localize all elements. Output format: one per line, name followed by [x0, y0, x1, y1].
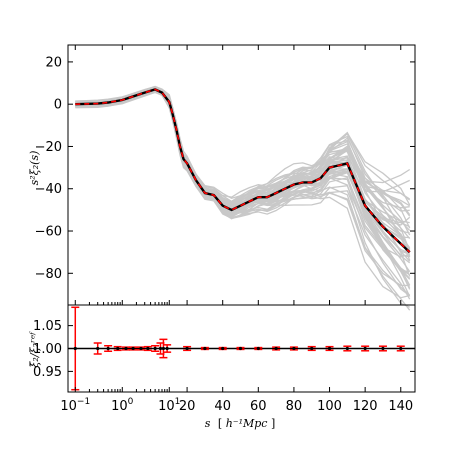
x-tick-label: 40	[214, 399, 231, 414]
x-tick-label: 80	[286, 399, 303, 414]
error-bar	[93, 342, 102, 355]
upper-y-tick-label: 0	[54, 98, 62, 113]
error-bar	[151, 345, 160, 352]
lower-y-tick-label: 0.95	[33, 365, 62, 380]
x-tick-label: 10−1	[60, 397, 90, 414]
error-bar	[254, 346, 263, 351]
error-bar	[218, 346, 227, 351]
mock-curve	[75, 85, 411, 199]
x-tick-label: 20	[179, 399, 196, 414]
error-bar	[163, 344, 172, 353]
mock-curves	[75, 85, 411, 311]
error-bar	[159, 338, 168, 359]
x-axis-label-close: ]	[271, 417, 275, 430]
lower-y-tick-label: 1.00	[33, 342, 62, 357]
x-tick-label: 140	[388, 399, 413, 414]
error-bar	[325, 345, 334, 352]
upper-panel	[75, 88, 411, 254]
lower-y-tick-label: 1.05	[33, 319, 62, 334]
x-tick-label: 101	[158, 397, 180, 414]
error-bar	[396, 345, 405, 352]
reference-line	[75, 88, 411, 253]
x-axis-label-var: s	[205, 417, 211, 430]
error-bar	[200, 346, 209, 351]
x-axis-label-unit: h⁻¹Mpc	[226, 417, 268, 430]
upper-y-tick-label: −60	[35, 225, 62, 240]
lower-ylabel: ξ̄₂/ξ₂ʳᵉᶠ	[28, 331, 41, 368]
mock-curve	[75, 90, 411, 297]
error-bar	[136, 346, 145, 351]
error-bar	[236, 346, 245, 351]
upper-y-tick-label: −80	[35, 267, 62, 282]
x-tick-label: 120	[353, 399, 378, 414]
error-bar	[122, 346, 131, 351]
upper-ylabel: s²ξ₂(s)	[28, 151, 41, 186]
x-tick-label: 60	[250, 399, 267, 414]
x-tick-label: 100	[317, 399, 342, 414]
lower-panel	[68, 306, 415, 391]
x-tick-label: 100	[111, 397, 134, 414]
mock-curve	[75, 86, 411, 217]
error-bar	[272, 346, 281, 351]
error-bar	[343, 345, 352, 352]
upper-y-tick-label: −20	[35, 140, 62, 155]
upper-y-tick-label: 20	[45, 55, 62, 70]
error-bar	[378, 345, 387, 352]
error-bar	[307, 345, 316, 352]
error-bar	[361, 345, 370, 352]
error-bar	[183, 345, 192, 352]
x-axis-label-open: [	[218, 417, 222, 430]
error-bar	[104, 345, 113, 352]
error-bar	[143, 345, 152, 352]
error-bar	[289, 346, 298, 351]
upper-y-tick-label: −40	[35, 182, 62, 197]
error-bar	[113, 345, 122, 352]
error-bar	[129, 346, 138, 351]
x-axis-label: s [ h⁻¹Mpc ]	[205, 417, 276, 430]
